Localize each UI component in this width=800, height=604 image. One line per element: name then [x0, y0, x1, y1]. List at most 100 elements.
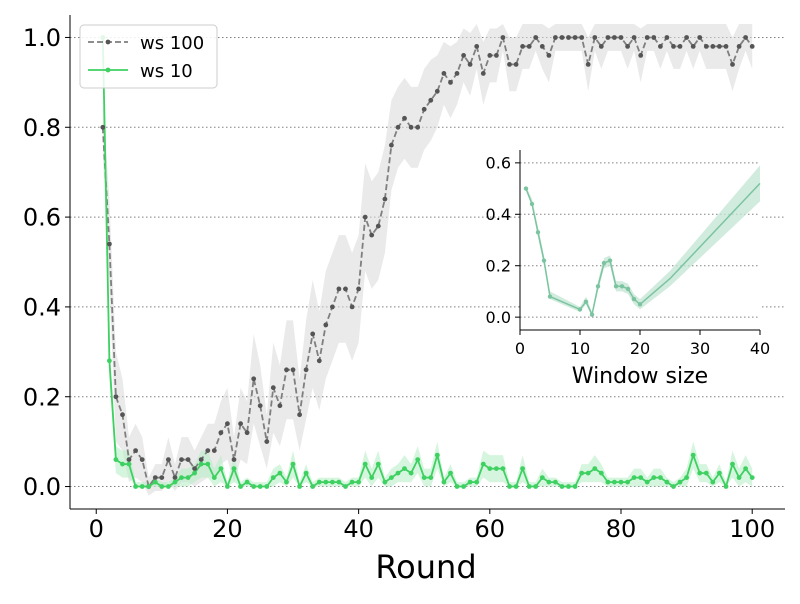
main-point-ws-100-23 — [251, 376, 257, 382]
main-x-tick-label-1: 20 — [212, 515, 243, 543]
main-point-ws-100-14 — [192, 466, 198, 471]
main-point-ws-100-8 — [152, 475, 158, 480]
main-point-ws-100-21 — [238, 421, 244, 427]
inset-x-tick-label-2: 20 — [630, 339, 650, 358]
main-point-ws-100-12 — [179, 457, 184, 462]
main-point-ws-100-44 — [389, 142, 394, 148]
legend-box — [79, 24, 218, 89]
main-point-ws-100-72 — [572, 35, 578, 40]
main-point-ws-100-77 — [605, 35, 611, 40]
main-point-ws-10-23 — [251, 484, 257, 489]
main-point-ws-100-60 — [494, 53, 499, 58]
main-point-ws-10-49 — [421, 475, 427, 480]
main-point-ws-10-57 — [474, 479, 480, 485]
main-point-ws-10-33 — [316, 479, 322, 485]
main-point-ws-100-76 — [598, 44, 604, 49]
main-point-ws-100-34 — [323, 322, 329, 328]
main-point-ws-10-1 — [107, 358, 112, 364]
main-x-tick-label-0: 0 — [89, 515, 104, 543]
main-point-ws-100-10 — [166, 457, 171, 462]
main-point-ws-10-36 — [336, 479, 342, 485]
main-point-ws-100-79 — [618, 35, 624, 40]
main-point-ws-100-20 — [231, 457, 237, 462]
main-point-ws-100-80 — [625, 44, 630, 49]
inset-point-inset-series-8 — [595, 284, 601, 289]
main-x-tick-label-3: 60 — [475, 515, 506, 543]
main-point-ws-100-38 — [349, 304, 355, 310]
main-point-ws-100-17 — [211, 448, 217, 453]
main-point-ws-100-31 — [303, 367, 309, 373]
main-point-ws-100-50 — [428, 97, 434, 103]
main-point-ws-10-71 — [566, 484, 571, 489]
main-point-ws-100-45 — [395, 124, 401, 130]
main-point-ws-10-92 — [703, 470, 709, 476]
main-point-ws-10-11 — [172, 479, 178, 485]
main-point-ws-100-5 — [133, 448, 139, 453]
main-y-tick-label-5: 1.0 — [23, 24, 61, 52]
main-point-ws-100-16 — [205, 448, 211, 453]
main-point-ws-10-17 — [211, 475, 217, 480]
main-point-ws-100-26 — [270, 385, 276, 391]
inset-point-inset-series-3 — [541, 258, 547, 263]
inset-x-tick-label-4: 40 — [750, 339, 770, 358]
main-point-ws-100-32 — [310, 331, 316, 337]
main-point-ws-100-48 — [415, 124, 421, 130]
main-point-ws-10-83 — [644, 479, 650, 485]
main-point-ws-10-94 — [717, 470, 722, 476]
main-point-ws-100-68 — [546, 53, 552, 58]
main-point-ws-10-98 — [743, 466, 748, 471]
main-y-tick-label-1: 0.2 — [23, 383, 61, 411]
inset-band-inset-series — [526, 165, 760, 318]
inset-point-inset-series-7 — [589, 312, 595, 317]
main-point-ws-100-73 — [579, 35, 585, 40]
main-point-ws-100-43 — [382, 196, 388, 202]
main-point-ws-100-22 — [244, 430, 250, 436]
main-point-ws-100-98 — [743, 35, 748, 40]
main-point-ws-100-89 — [684, 35, 689, 40]
main-point-ws-100-93 — [710, 44, 716, 49]
main-point-ws-100-40 — [362, 214, 368, 220]
main-bands — [102, 24, 753, 496]
main-point-ws-100-15 — [198, 457, 204, 462]
main-x-tick-label-4: 80 — [606, 515, 637, 543]
main-point-ws-100-4 — [126, 457, 132, 462]
main-point-ws-10-73 — [579, 470, 585, 476]
inset-point-inset-series-10 — [607, 258, 613, 263]
main-point-ws-10-54 — [454, 484, 460, 489]
main-x-ticks: 0 20 40 60 80 100 — [89, 509, 775, 543]
main-point-ws-10-56 — [467, 479, 473, 485]
inset-x-tick-label-1: 10 — [570, 339, 590, 358]
main-point-ws-10-24 — [257, 484, 263, 489]
main-point-ws-100-30 — [297, 412, 302, 418]
main-point-ws-100-18 — [218, 430, 224, 436]
main-point-ws-100-64 — [520, 44, 525, 49]
main-point-ws-100-65 — [526, 44, 532, 49]
main-point-ws-10-41 — [369, 475, 375, 480]
main-point-ws-10-2 — [113, 457, 119, 462]
main-point-ws-100-78 — [612, 35, 617, 40]
main-point-ws-100-58 — [480, 71, 486, 76]
main-point-ws-10-89 — [684, 475, 689, 480]
main-y-tick-label-2: 0.4 — [23, 294, 61, 322]
main-point-ws-10-14 — [192, 470, 198, 476]
main-point-ws-10-38 — [349, 479, 355, 485]
main-point-ws-10-34 — [323, 479, 329, 485]
inset-point-inset-series-1 — [529, 201, 535, 207]
main-point-ws-100-87 — [671, 44, 676, 49]
main-point-ws-10-52 — [441, 479, 447, 485]
main-axes — [69, 15, 785, 510]
inset-x-axis-label: Window size — [572, 364, 708, 389]
main-point-ws-100-90 — [690, 44, 696, 49]
main-point-ws-100-71 — [566, 35, 571, 40]
main-point-ws-10-59 — [487, 466, 493, 471]
main-point-ws-10-70 — [559, 484, 565, 489]
main-point-ws-10-66 — [533, 484, 539, 489]
main-point-ws-100-19 — [225, 421, 230, 427]
inset-x-tick-label-3: 30 — [690, 339, 710, 358]
main-point-ws-10-99 — [749, 475, 755, 480]
main-point-ws-100-0 — [100, 124, 106, 130]
main-point-ws-10-95 — [723, 484, 729, 489]
main-point-ws-100-9 — [159, 475, 165, 480]
